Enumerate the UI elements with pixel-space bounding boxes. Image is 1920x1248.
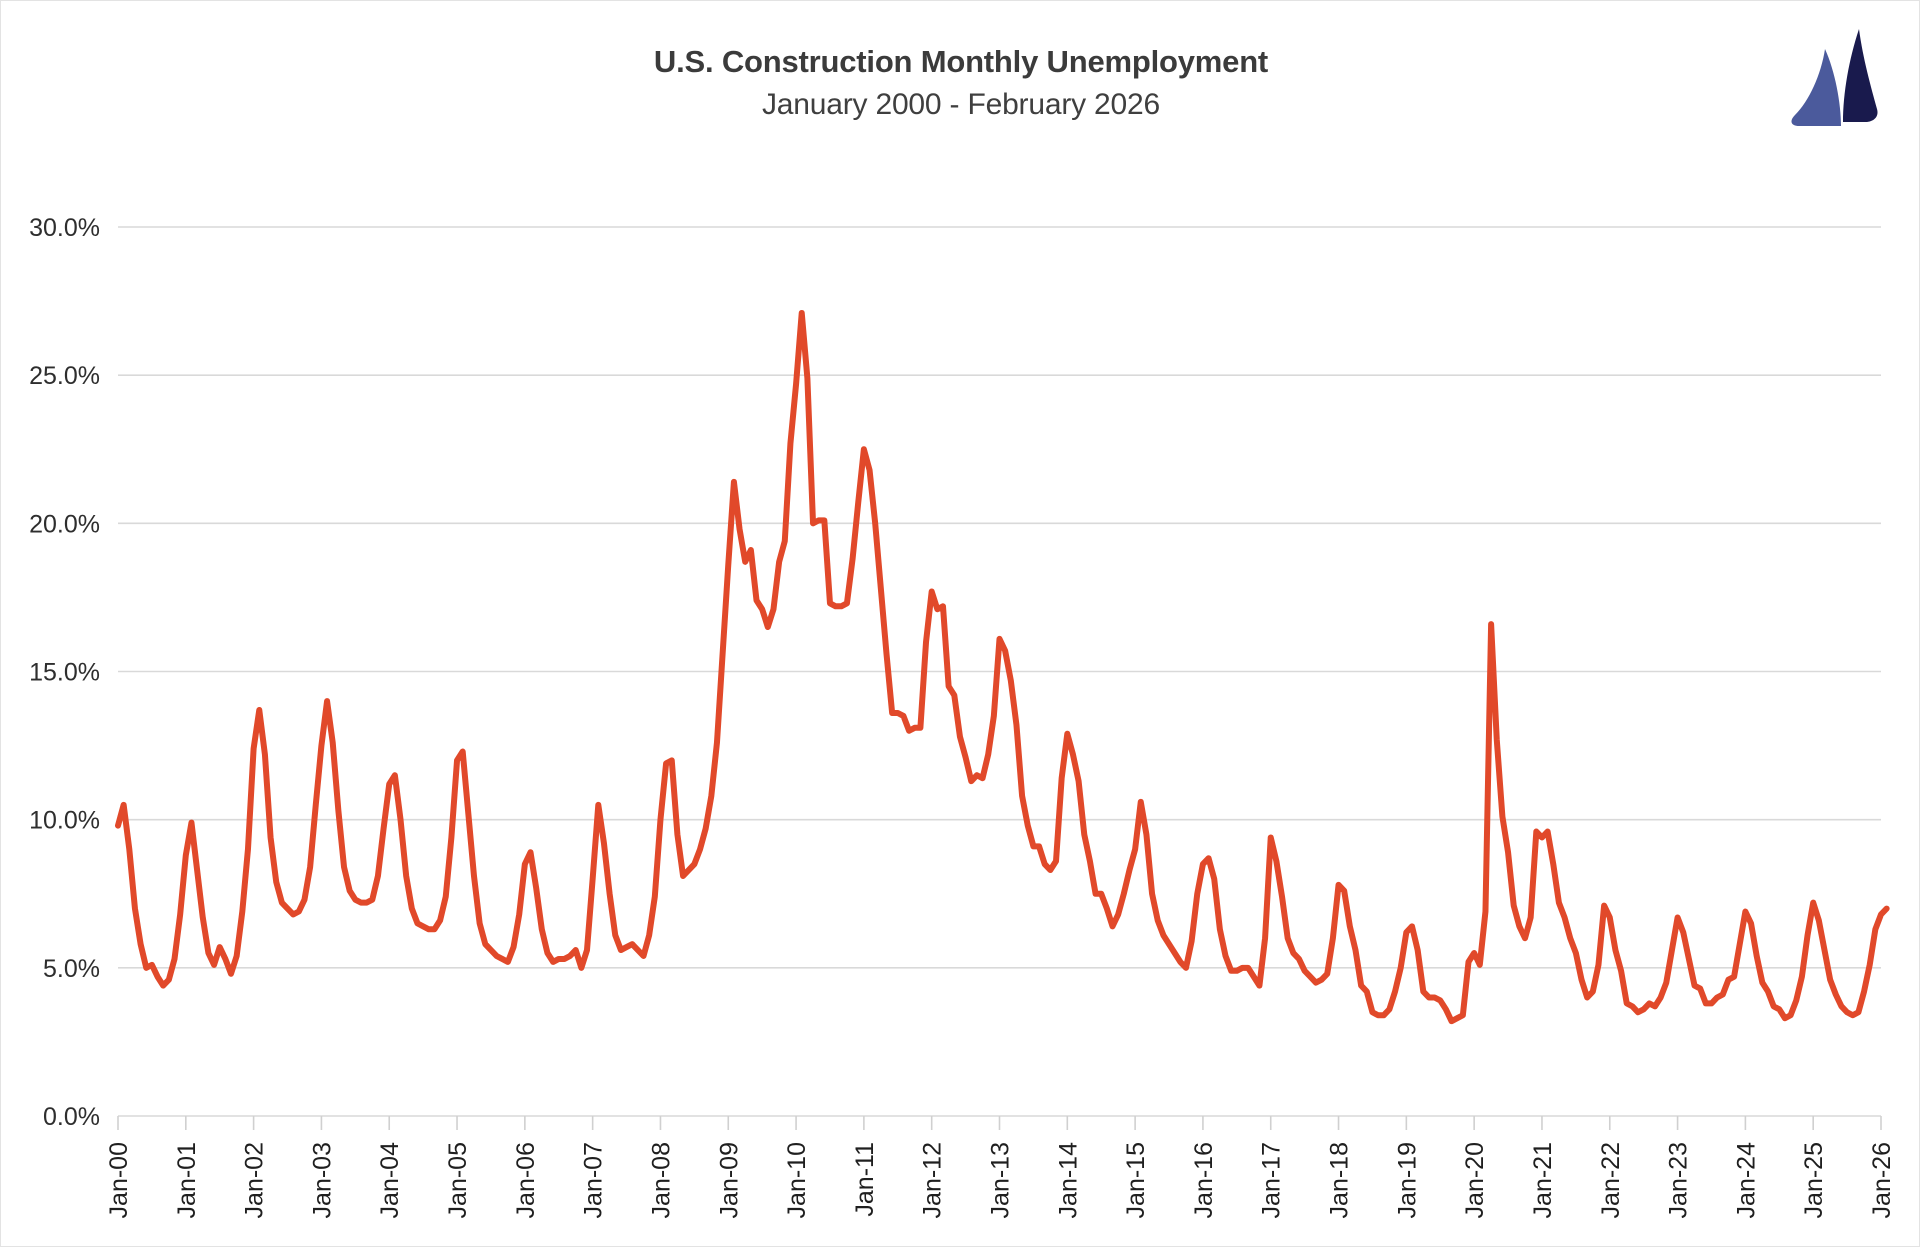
x-axis-tick-label: Jan-00 <box>105 1142 133 1218</box>
y-axis-tick-label: 25.0% <box>29 362 100 390</box>
y-axis-tick-label: 0.0% <box>43 1103 100 1131</box>
y-axis-tick-labels: 0.0% 5.0% 10.0% 15.0% 20.0% 25.0% 30.0% <box>29 214 100 1131</box>
x-axis-tick-label: Jan-16 <box>1190 1142 1218 1218</box>
x-axis-tick-label: Jan-14 <box>1054 1142 1082 1219</box>
x-axis-tick-label: Jan-09 <box>715 1142 743 1218</box>
x-axis-tick-label: Jan-18 <box>1326 1142 1354 1218</box>
x-axis-tick-label: Jan-24 <box>1732 1142 1760 1219</box>
x-axis-tick-label: Jan-23 <box>1665 1142 1693 1218</box>
x-axis-tick-label: Jan-02 <box>241 1142 269 1218</box>
x-axis-tick-label: Jan-11 <box>851 1142 879 1217</box>
x-axis-tick-label: Jan-10 <box>783 1142 811 1218</box>
x-axis-tick-label: Jan-12 <box>919 1142 947 1218</box>
x-axis-tick-label: Jan-22 <box>1597 1142 1625 1218</box>
y-axis-tick-label: 5.0% <box>43 955 100 983</box>
x-axis-tick-label: Jan-05 <box>444 1142 472 1218</box>
x-axis-tick-label: Jan-08 <box>647 1142 675 1218</box>
sailboat-logo <box>1791 29 1878 126</box>
x-axis-tick-label: Jan-26 <box>1868 1142 1896 1218</box>
y-axis-tick-label: 15.0% <box>29 659 100 687</box>
x-axis-tick-label: Jan-25 <box>1800 1142 1828 1218</box>
x-axis-tick-label: Jan-06 <box>512 1142 540 1218</box>
x-axis-tick-label: Jan-15 <box>1122 1142 1150 1218</box>
unemployment-series-line <box>115 309 1890 1025</box>
x-axis-tick-label: Jan-17 <box>1258 1142 1286 1218</box>
x-axis-tick-label: Jan-04 <box>376 1142 404 1219</box>
x-axis-tick-marks <box>117 1116 1882 1130</box>
x-axis-tick-label: Jan-03 <box>308 1142 336 1218</box>
x-axis-tick-label: Jan-13 <box>987 1142 1015 1218</box>
y-axis-tick-label: 10.0% <box>29 807 100 835</box>
x-axis-tick-label: Jan-01 <box>173 1142 201 1218</box>
y-axis-tick-label: 20.0% <box>29 510 100 538</box>
front-sail-icon <box>1791 49 1841 126</box>
x-axis-tick-label: Jan-21 <box>1529 1142 1557 1218</box>
gridlines <box>118 226 1881 1117</box>
y-axis-tick-label: 30.0% <box>29 214 100 242</box>
x-axis-tick-label: Jan-07 <box>580 1142 608 1218</box>
back-sail-icon <box>1843 29 1878 122</box>
x-axis-tick-label: Jan-20 <box>1461 1142 1489 1218</box>
x-axis-tick-labels: Jan-00 Jan-01 Jan-02 Jan-03 Jan-04 Jan-05 Jan-… <box>105 1142 1896 1219</box>
x-axis-tick-label: Jan-19 <box>1393 1142 1421 1218</box>
